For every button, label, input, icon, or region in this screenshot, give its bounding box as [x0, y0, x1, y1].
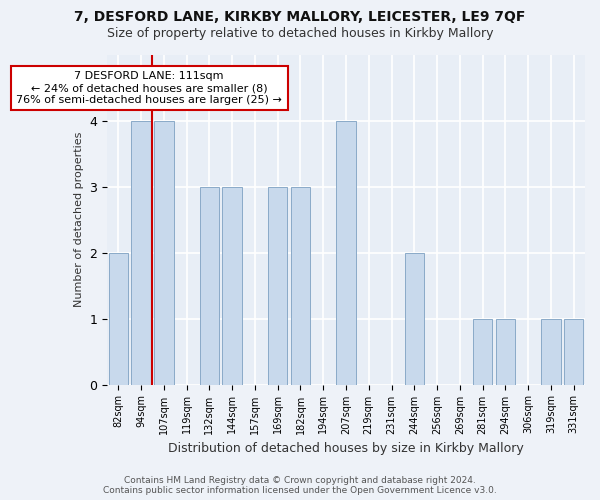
- Bar: [541, 318, 560, 384]
- Bar: [291, 187, 310, 384]
- X-axis label: Distribution of detached houses by size in Kirkby Mallory: Distribution of detached houses by size …: [168, 442, 524, 455]
- Bar: [473, 318, 492, 384]
- Bar: [154, 121, 173, 384]
- Bar: [404, 252, 424, 384]
- Bar: [200, 187, 219, 384]
- Bar: [223, 187, 242, 384]
- Bar: [131, 121, 151, 384]
- Y-axis label: Number of detached properties: Number of detached properties: [74, 132, 83, 308]
- Text: 7, DESFORD LANE, KIRKBY MALLORY, LEICESTER, LE9 7QF: 7, DESFORD LANE, KIRKBY MALLORY, LEICEST…: [74, 10, 526, 24]
- Bar: [496, 318, 515, 384]
- Text: 7 DESFORD LANE: 111sqm
← 24% of detached houses are smaller (8)
76% of semi-deta: 7 DESFORD LANE: 111sqm ← 24% of detached…: [16, 72, 282, 104]
- Bar: [564, 318, 583, 384]
- Bar: [109, 252, 128, 384]
- Bar: [337, 121, 356, 384]
- Bar: [268, 187, 287, 384]
- Text: Contains HM Land Registry data © Crown copyright and database right 2024.
Contai: Contains HM Land Registry data © Crown c…: [103, 476, 497, 495]
- Text: Size of property relative to detached houses in Kirkby Mallory: Size of property relative to detached ho…: [107, 28, 493, 40]
